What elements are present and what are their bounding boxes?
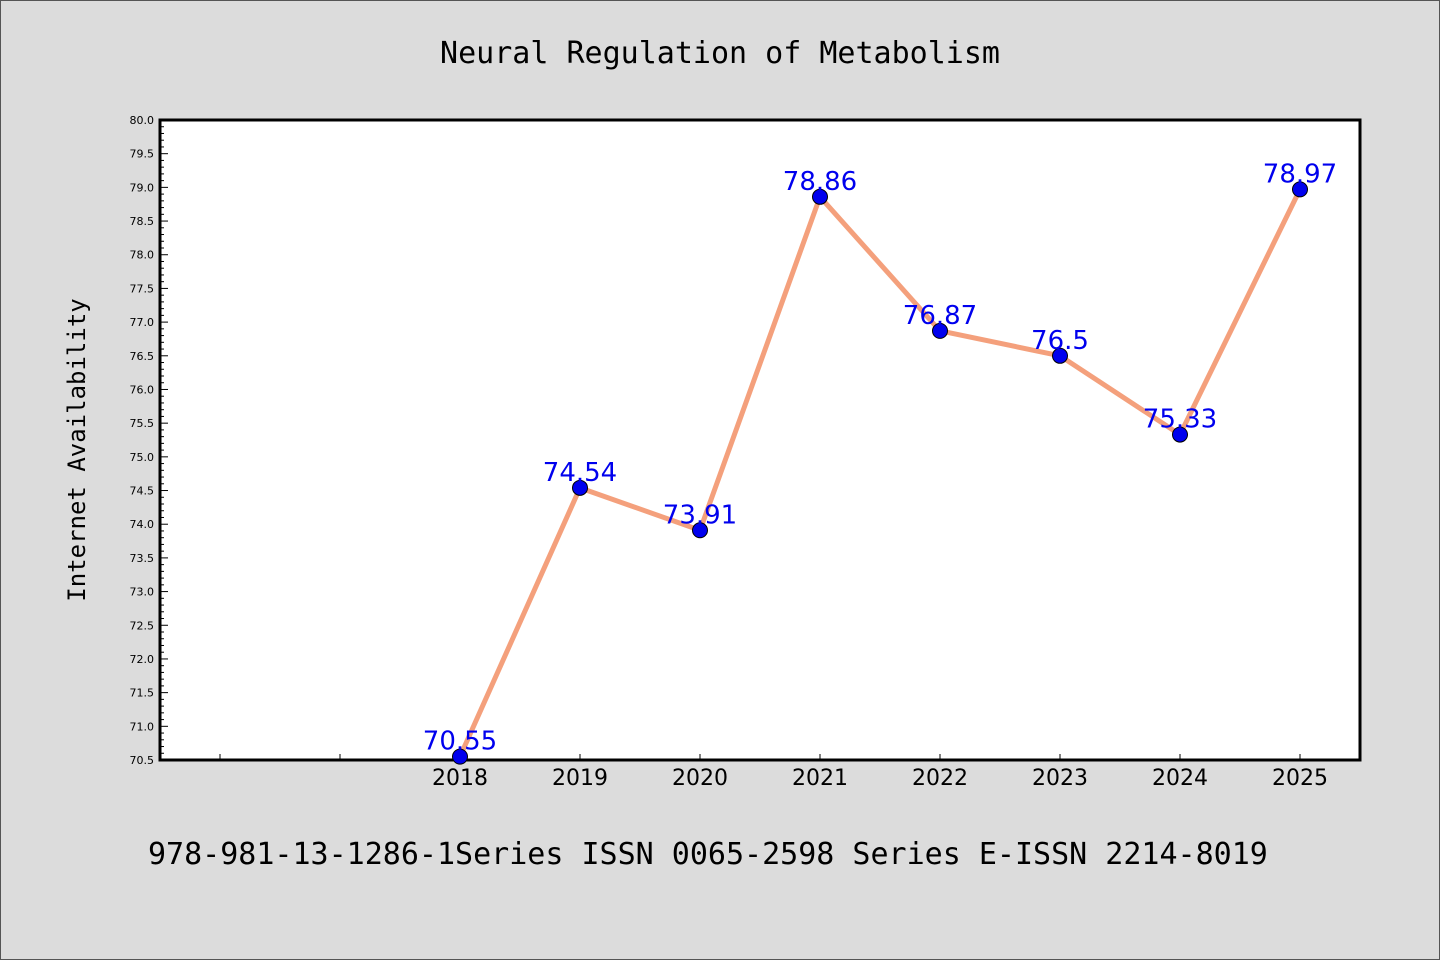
data-point xyxy=(932,322,948,339)
data-point xyxy=(692,522,708,539)
data-point xyxy=(572,479,588,496)
y-tick-label: 71.5 xyxy=(130,687,155,700)
y-tick-label: 75.0 xyxy=(130,451,155,464)
y-tick-label: 79.0 xyxy=(130,181,155,194)
x-tick-label: 2023 xyxy=(1032,766,1088,791)
plot-area xyxy=(158,118,1362,762)
y-tick-label: 75.5 xyxy=(130,417,155,430)
y-tick-label: 74.5 xyxy=(130,485,155,498)
y-tick-label: 71.0 xyxy=(130,720,155,733)
chart-title: Neural Regulation of Metabolism xyxy=(440,36,1000,71)
y-axis-label: Internet Availability xyxy=(63,298,91,601)
data-label: 78.86 xyxy=(783,167,857,197)
data-label: 73.91 xyxy=(663,500,737,530)
data-label: 78.97 xyxy=(1263,159,1337,189)
y-tick-label: 76.5 xyxy=(130,350,155,363)
data-point xyxy=(1172,426,1188,443)
y-tick-label: 78.5 xyxy=(130,215,155,228)
y-tick-label: 77.0 xyxy=(130,316,155,329)
x-tick-label: 2025 xyxy=(1272,766,1328,791)
y-tick-label: 72.5 xyxy=(130,619,155,632)
y-tick-label: 78.0 xyxy=(130,249,155,262)
data-label: 74.54 xyxy=(543,458,617,488)
y-tick-label: 72.0 xyxy=(130,653,155,666)
x-tick-label: 2022 xyxy=(912,766,968,791)
data-label: 70.55 xyxy=(423,727,497,757)
data-point xyxy=(452,748,468,765)
x-tick-label: 2021 xyxy=(792,766,848,791)
series-group: 70.55 74.54 73.91 78.86 76.87 76.5 75.33 78.97 xyxy=(423,159,1337,765)
y-tick-label: 76.0 xyxy=(130,383,155,396)
data-point xyxy=(1292,181,1308,198)
x-tick-label: 2018 xyxy=(432,766,488,791)
series-line xyxy=(457,188,1303,758)
x-tick-label: 2024 xyxy=(1152,766,1208,791)
y-tick-label: 73.0 xyxy=(130,586,155,599)
y-tick-label: 80.0 xyxy=(130,114,155,127)
y-tick-label: 74.0 xyxy=(130,518,155,531)
y-tick-label: 70.5 xyxy=(130,754,155,767)
footer-text: 978-981-13-1286-1Series ISSN 0065-2598 S… xyxy=(148,837,1268,872)
y-tick-label: 79.5 xyxy=(130,148,155,161)
data-point xyxy=(812,188,828,205)
y-tick-label: 77.5 xyxy=(130,282,155,295)
x-tick-label: 2020 xyxy=(672,766,728,791)
data-label: 76.87 xyxy=(903,301,977,331)
y-axis: 70.5 71.0 71.5 72.0 72.5 73.0 73.5 74.0 74.5 75.0… xyxy=(130,114,168,767)
data-label: 76.5 xyxy=(1031,326,1089,356)
x-tick-label: 2019 xyxy=(552,766,608,791)
data-point xyxy=(1052,347,1068,364)
y-tick-label: 73.5 xyxy=(130,552,155,565)
x-axis: 2018 2019 2020 2021 2022 2023 2024 2025 xyxy=(219,754,1328,791)
data-label: 75.33 xyxy=(1143,405,1217,435)
